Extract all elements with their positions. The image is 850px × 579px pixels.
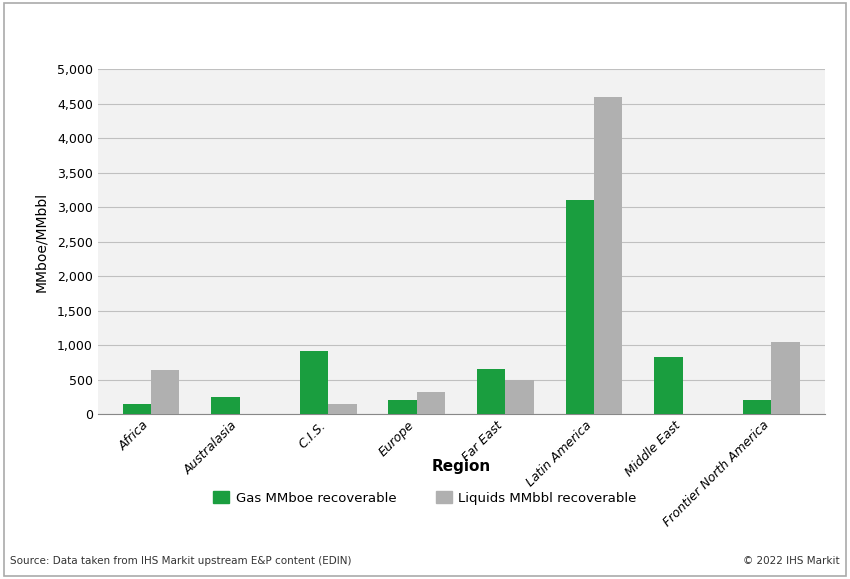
Bar: [594, 97, 622, 414]
Text: © 2022 IHS Markit: © 2022 IHS Markit: [743, 556, 840, 566]
Bar: [151, 370, 179, 414]
Bar: [654, 357, 683, 414]
Bar: [771, 342, 800, 414]
Bar: [211, 397, 240, 414]
Text: Figure 3 – 2021 discovered hydrocarbon by type & region: Figure 3 – 2021 discovered hydrocarbon b…: [15, 21, 624, 40]
Bar: [122, 404, 151, 414]
Bar: [743, 400, 771, 414]
Bar: [388, 400, 416, 414]
Bar: [566, 200, 594, 414]
Legend: Gas MMboe recoverable, Liquids MMbbl recoverable: Gas MMboe recoverable, Liquids MMbbl rec…: [208, 486, 642, 510]
Bar: [300, 351, 328, 414]
Bar: [477, 368, 506, 414]
Bar: [328, 404, 356, 414]
Text: Source: Data taken from IHS Markit upstream E&P content (EDIN): Source: Data taken from IHS Markit upstr…: [10, 556, 352, 566]
Bar: [506, 380, 534, 414]
Y-axis label: MMboe/MMbbl: MMboe/MMbbl: [35, 192, 48, 292]
Text: Region: Region: [432, 459, 490, 474]
Bar: [416, 392, 445, 414]
